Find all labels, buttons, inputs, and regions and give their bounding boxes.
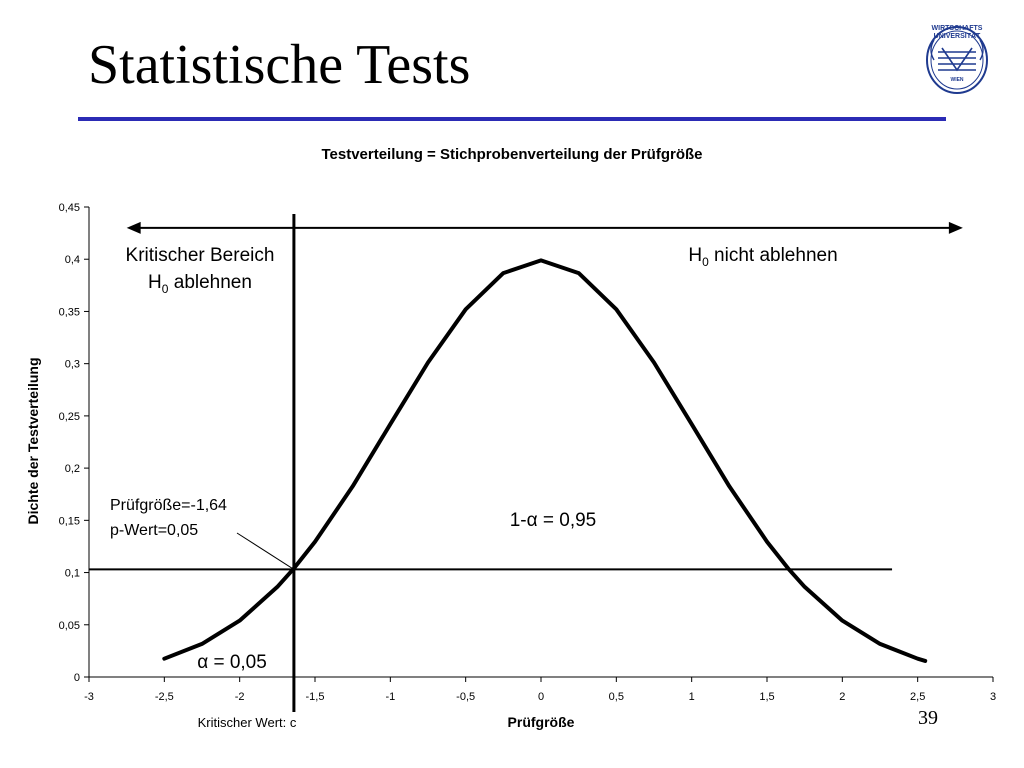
x-tick-label: -3: [84, 691, 94, 703]
not-reject-label: H0 nicht ablehnen: [688, 245, 837, 269]
axes-group: 0 0,05 0,1 0,15 0,2 0,25 0,3 0,35 0,4 0,45 -3 -2,5 -…: [59, 202, 996, 703]
p-value-label: p-Wert=0,05: [110, 522, 198, 539]
annotations-group: Kritischer Bereich H0 ablehnen H0 nicht ab…: [110, 245, 838, 730]
university-logo: WIRTSCHAFTS UNIVERSITÄT WIEN: [924, 20, 990, 94]
title-rule: [78, 117, 946, 121]
critical-value-label: Kritischer Wert: c: [198, 715, 297, 730]
x-tick-label: 3: [990, 691, 996, 703]
y-tick-label: 0,05: [59, 620, 80, 632]
x-tick-label: 1,5: [759, 691, 774, 703]
density-curve: [162, 258, 928, 663]
logo-line-1: WIRTSCHAFTS: [931, 25, 983, 32]
test-stat-leader-line: [236, 532, 295, 570]
x-tick-label: -1,5: [306, 691, 325, 703]
critical-region-label-line1: Kritischer Bereich: [126, 245, 275, 266]
test-statistic-label: Prüfgröße=-1,64: [110, 497, 227, 514]
y-tick-label: 0,35: [59, 306, 80, 318]
y-tick-label: 0,15: [59, 515, 80, 527]
y-axis-label: Dichte der Testverteilung: [25, 357, 41, 524]
x-tick-label: 1: [689, 691, 695, 703]
range-arrow-right-head: [948, 221, 963, 234]
logo-line-2: UNIVERSITÄT: [933, 33, 981, 40]
y-tick-label: 0,4: [65, 254, 80, 266]
slide-title: Statistische Tests: [88, 34, 471, 96]
x-tick-label: -2,5: [155, 691, 174, 703]
x-tick-label: -0,5: [456, 691, 475, 703]
logo-emblem-icon: [926, 26, 988, 94]
y-tick-label: 0,1: [65, 568, 80, 580]
plot-group: [89, 214, 963, 712]
y-tick-label: 0,3: [65, 359, 80, 371]
chart-title: Testverteilung = Stichprobenverteilung d…: [321, 146, 702, 163]
x-tick-label: -1: [385, 691, 395, 703]
x-axis-label: Prüfgröße: [508, 714, 575, 730]
x-tick-label: 0: [538, 691, 544, 703]
critical-region-label-line2: H0 ablehnen: [148, 272, 252, 296]
y-tick-label: 0,2: [65, 463, 80, 475]
logo-line-3: WIEN: [950, 77, 964, 83]
alpha-label: α = 0,05: [197, 652, 267, 673]
x-tick-label: 0,5: [609, 691, 624, 703]
x-tick-label: 2,5: [910, 691, 925, 703]
y-tick-label: 0: [74, 672, 80, 684]
range-arrow-left-head: [126, 221, 141, 234]
y-tick-label: 0,45: [59, 202, 80, 214]
y-tick-label: 0,25: [59, 411, 80, 423]
page-number: 39: [918, 707, 938, 729]
x-tick-label: -2: [235, 691, 245, 703]
one-minus-alpha-label: 1-α = 0,95: [510, 510, 597, 531]
x-tick-label: 2: [839, 691, 845, 703]
